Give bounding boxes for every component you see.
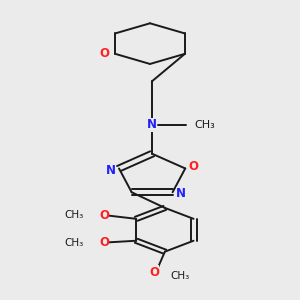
Text: CH₃: CH₃ xyxy=(170,271,190,281)
Text: O: O xyxy=(99,236,109,249)
Text: O: O xyxy=(149,266,159,278)
Text: O: O xyxy=(100,47,110,60)
Text: CH₃: CH₃ xyxy=(65,210,84,220)
Text: N: N xyxy=(176,187,186,200)
Text: O: O xyxy=(99,209,109,222)
Text: N: N xyxy=(106,164,116,176)
Text: O: O xyxy=(189,160,199,173)
Text: CH₃: CH₃ xyxy=(65,238,84,248)
Text: N: N xyxy=(147,118,157,131)
Text: CH₃: CH₃ xyxy=(195,120,215,130)
